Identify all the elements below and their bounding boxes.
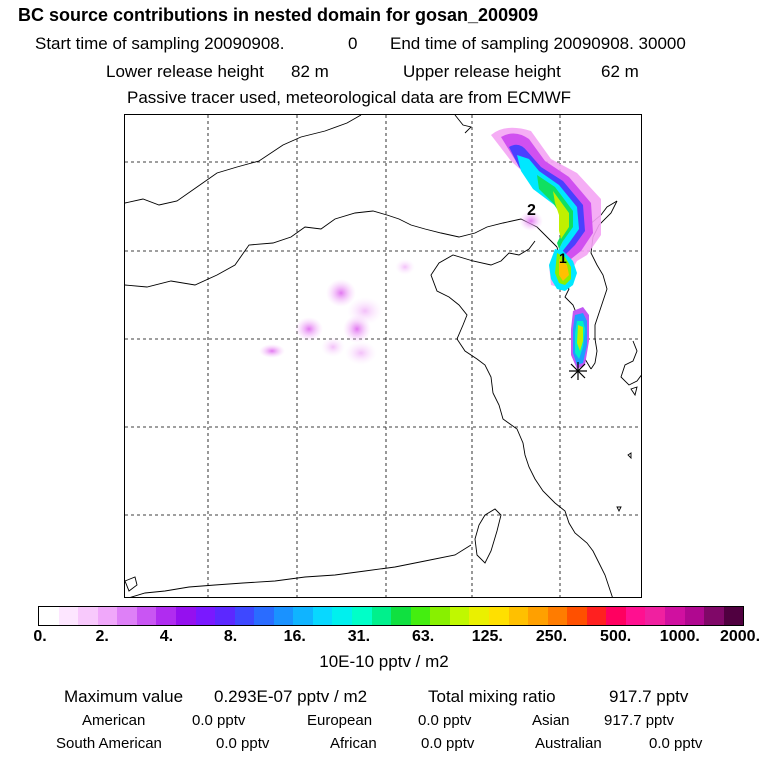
island-small-1 [627,452,632,460]
colorbar-segment [273,607,294,625]
colorbar-segment [645,607,665,625]
colorbar-segment [469,607,489,625]
colorbar-tick-label: 500. [600,628,632,645]
colorbar-segment [547,607,568,625]
colorbar-segment [215,607,235,625]
lower-release-value: 82 m [291,62,329,81]
hainan [125,576,138,592]
colorbar-tick-label: 31. [347,628,371,645]
map-panel: 2 1 [124,114,642,598]
release-markers: 2 1 [527,202,587,380]
region-asian-value: 917.7 pptv [604,712,675,729]
colorbar-segment [175,607,196,625]
region-asian-name: Asian [532,712,570,729]
total-mixing-label: Total mixing ratio [428,687,556,706]
colorbar-tick-label: 0. [33,628,47,645]
colorbar-tick-label: 125. [471,628,503,645]
region-american-name: American [82,712,146,729]
colorbar-segment [371,607,392,625]
colorbar-tick-label: 2000. [719,628,761,645]
colorbar-ticks: 0. 2. 4. 8. 16. 31. 63. 125. 250. 500. 1000. 2000. [0,628,768,650]
colorbar-units: 10E-10 pptv / m2 [319,652,449,671]
colorbar-tick-label: 4. [159,628,174,645]
japan-island-1 [630,386,638,397]
region-european-name: European [307,712,373,729]
marker-1: 1 [559,250,567,266]
colorbar-segment [39,607,59,625]
colorbar-segment [58,607,79,625]
taiwan [474,508,502,564]
region-european-value: 0.0 pptv [418,712,472,729]
colorbar-segment [254,607,274,625]
colorbar-segment [449,607,470,625]
manchuria-border [454,115,472,134]
region-south-american-name: South American [56,735,162,752]
region-australian-value: 0.0 pptv [649,735,703,752]
colorbar-tick-label: 250. [535,628,568,645]
colorbar-segment [665,607,685,625]
weak-contributions [259,211,543,365]
plume-south [571,307,589,369]
colorbar-segment [567,607,587,625]
colorbar-segment [586,607,607,625]
region-american-value: 0.0 pptv [192,712,246,729]
colorbar-segment [78,607,98,625]
china-mongolia-border [125,115,362,206]
start-time-hour: 0 [348,34,358,53]
colorbar-segment [117,607,137,625]
colorbar-tick-label: 8. [223,628,238,645]
china-north-coast [125,210,558,288]
map-canvas: 2 1 [125,115,641,597]
max-value: 0.293E-07 pptv / m2 [214,687,368,706]
plot-title: BC source contributions in nested domain… [18,5,539,25]
colorbar-segment [410,607,431,625]
colorbar-segment [293,607,313,625]
gosan-star-icon [569,362,587,380]
colorbar-segment [332,607,352,625]
colorbar-segment [97,607,118,625]
colorbar-tick-label: 16. [283,628,306,645]
colorbar-tick-label: 1000. [659,628,700,645]
colorbar-segment [430,607,450,625]
colorbar-segment [508,607,529,625]
bohai-coast [430,240,613,597]
colorbar-segment [704,607,724,625]
end-time-label: End time of sampling 20090908. 30000 [390,34,686,53]
south-coast [130,544,472,597]
colorbar-tick-label: 2. [95,628,109,645]
marker-2: 2 [527,202,536,219]
region-african-name: African [330,735,377,752]
island-small-2 [616,506,622,513]
colorbar-segment [156,607,176,625]
total-mixing-value: 917.7 pptv [609,687,689,706]
colorbar-segment [684,607,705,625]
region-african-value: 0.0 pptv [421,735,475,752]
start-time-label: Start time of sampling 20090908. [35,34,285,53]
colorbar [38,606,744,626]
colorbar-segment [234,607,255,625]
colorbar-segment [488,607,509,625]
max-value-label: Maximum value [64,687,184,706]
tracer-note: Passive tracer used, meteorological data… [127,88,572,107]
upper-release-label: Upper release height [403,62,561,81]
upper-release-value: 62 m [601,62,639,81]
colorbar-segment [625,607,646,625]
region-australian-name: Australian [535,735,602,752]
japan-kyushu [620,340,641,386]
lower-release-label: Lower release height [106,62,264,81]
colorbar-segment [136,607,157,625]
colorbar-segment [312,607,333,625]
colorbar-tick-label: 63. [411,628,435,645]
plume-north [491,127,601,291]
colorbar-segment [391,607,411,625]
colorbar-segment [528,607,548,625]
colorbar-segment [606,607,626,625]
colorbar-segment [723,607,744,625]
region-south-american-value: 0.0 pptv [216,735,270,752]
colorbar-segment [195,607,216,625]
colorbar-segment [352,607,372,625]
